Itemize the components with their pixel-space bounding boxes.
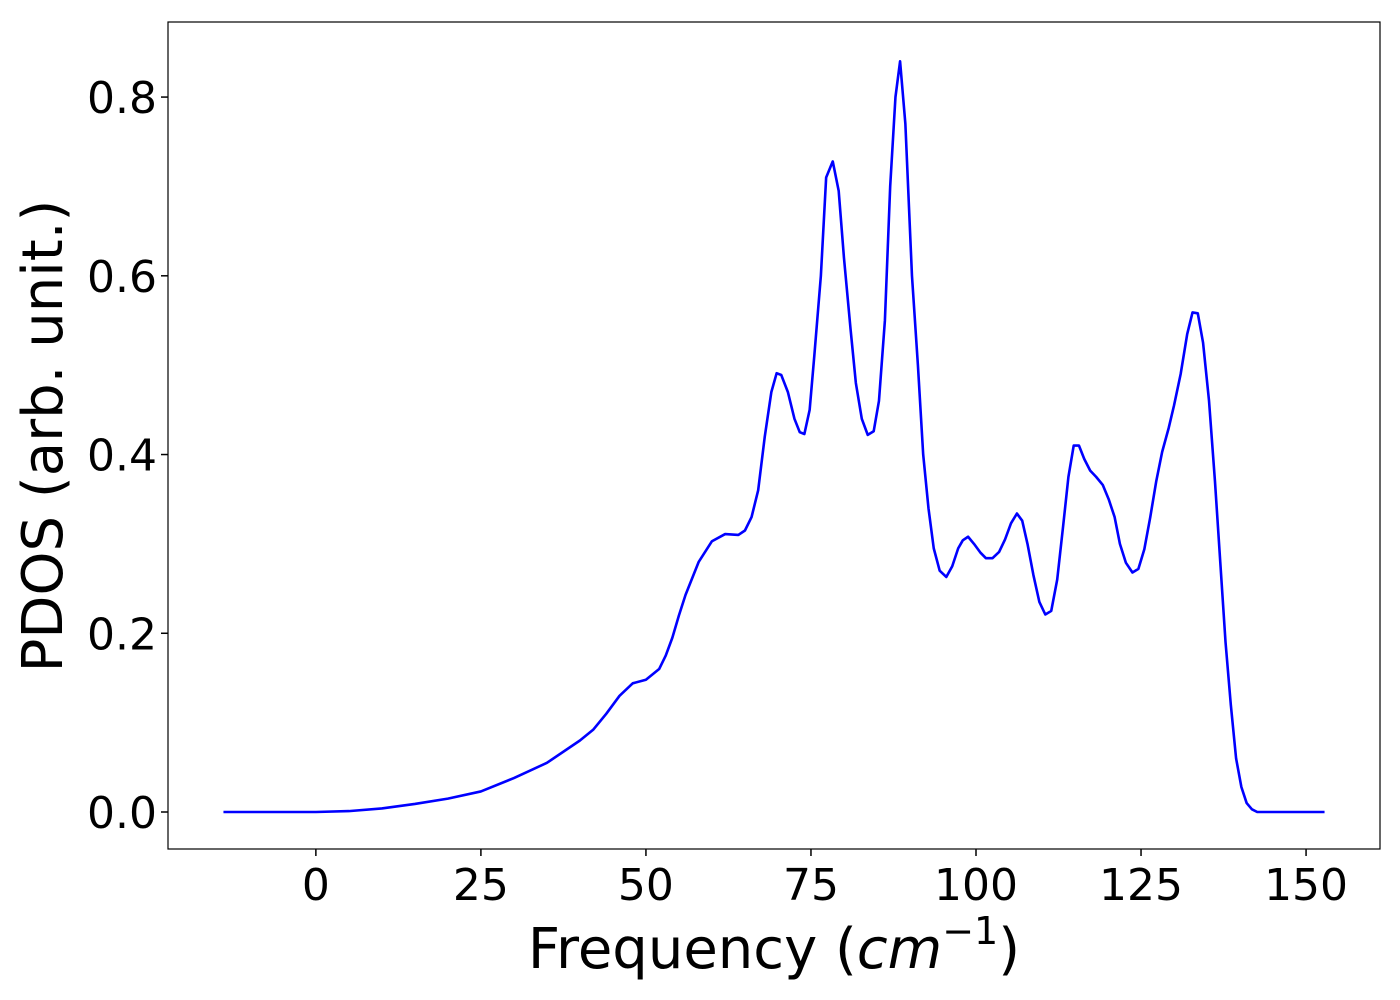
x-axis-label: Frequency (cm−1) <box>528 909 1020 982</box>
x-label-math: cm <box>857 917 942 982</box>
pdos-line <box>223 60 1325 814</box>
x-label-text: Frequency ( <box>528 917 857 982</box>
y-tick-label: 0.0 <box>87 788 157 839</box>
x-tick-label: 50 <box>618 860 674 911</box>
x-tick-label: 75 <box>783 860 839 911</box>
x-label-sup: −1 <box>942 909 998 953</box>
x-tick-label: 150 <box>1264 860 1348 911</box>
x-tick-label: 0 <box>302 860 330 911</box>
y-tick-label: 0.4 <box>87 431 157 482</box>
y-tick-label: 0.2 <box>87 609 157 660</box>
y-tick-label: 0.8 <box>87 73 157 124</box>
plot-frame <box>167 21 1381 850</box>
x-tick-label: 25 <box>453 860 509 911</box>
x-tick-label: 100 <box>934 860 1018 911</box>
y-tick-label: 0.6 <box>87 252 157 303</box>
x-tick-label: 125 <box>1099 860 1183 911</box>
y-axis-label: PDOS (arb. unit.) <box>11 200 76 673</box>
x-label-close: ) <box>998 917 1020 982</box>
